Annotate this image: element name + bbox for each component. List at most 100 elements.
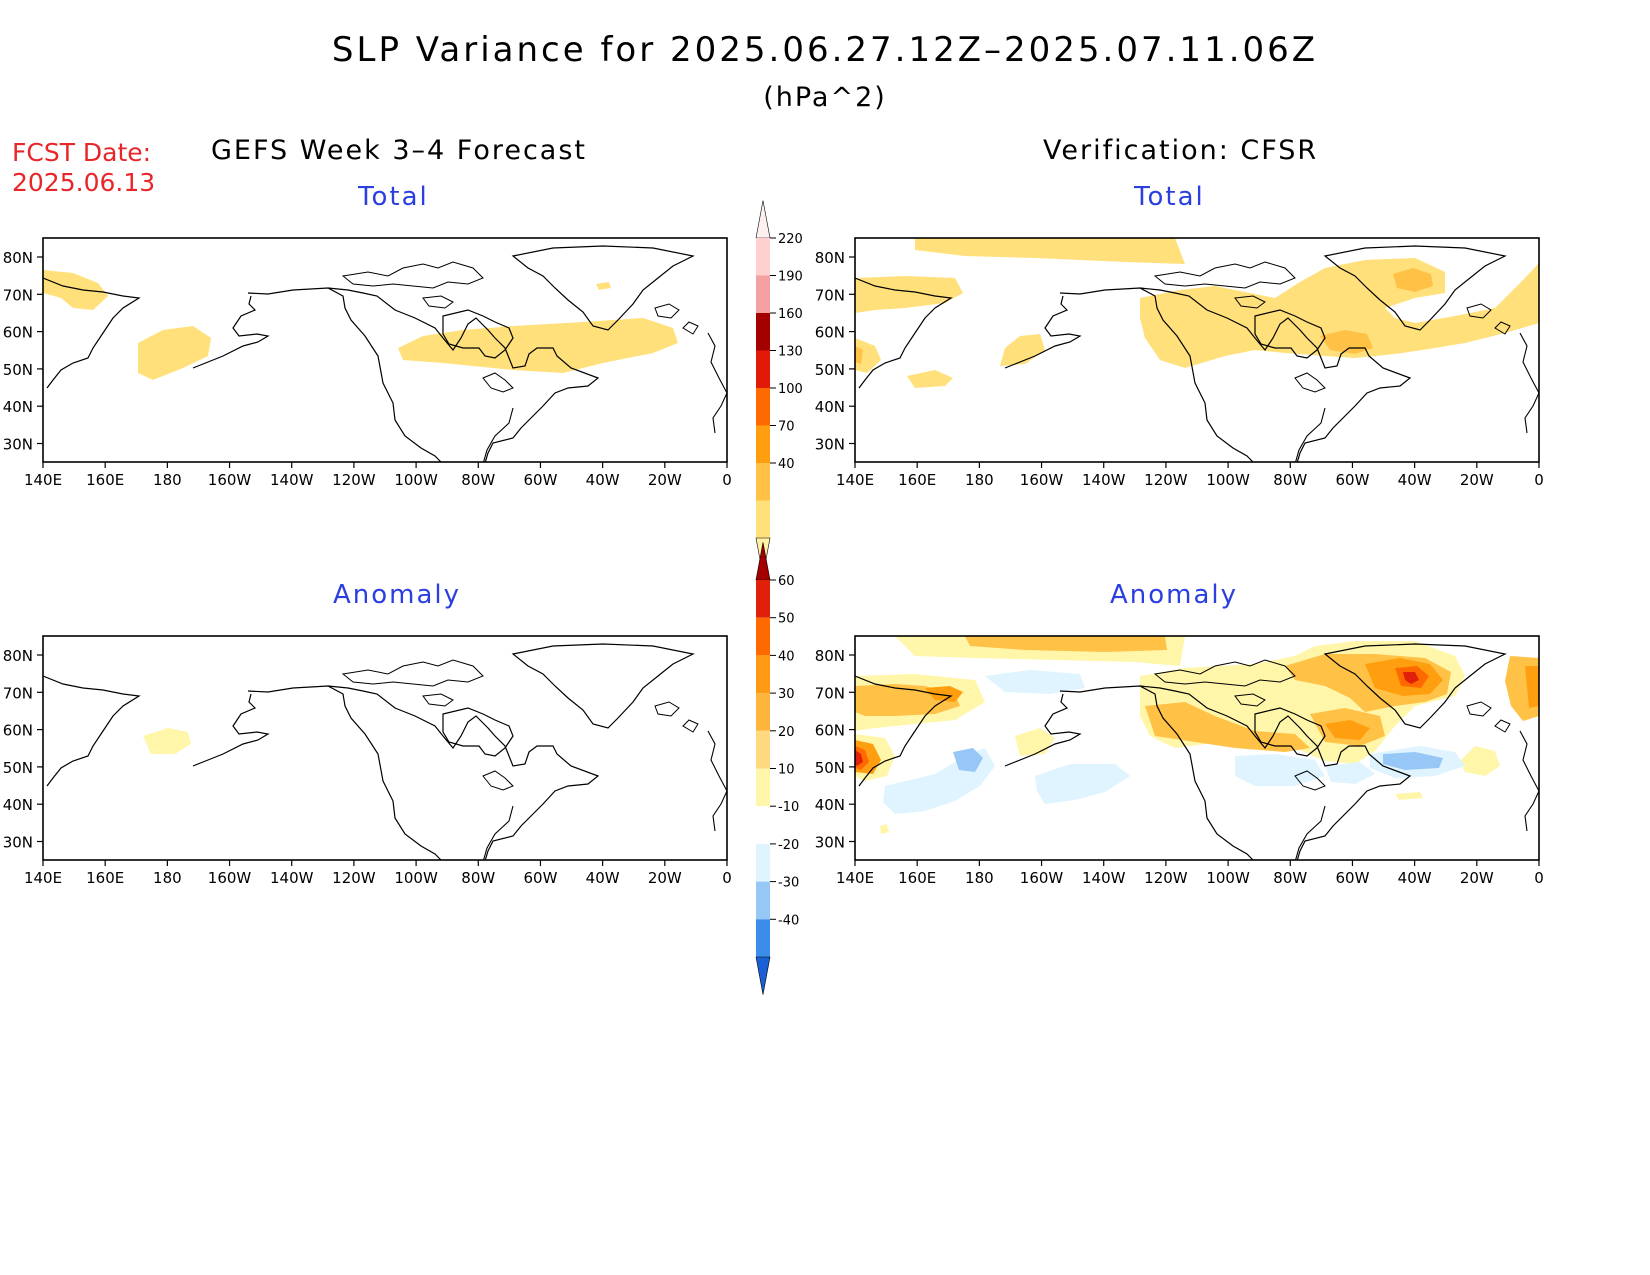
lon-tick-label: 180	[965, 471, 994, 489]
lat-tick-label: 50N	[3, 759, 33, 777]
shaded-region	[1395, 792, 1423, 800]
panel-title-top-right: Total	[1134, 182, 1205, 212]
map-panel-top-right: 80N 70N 60N 50N 40N 30N 140E 160E 180 160W 140W 120…	[815, 237, 1544, 489]
colorbar-label: -20	[778, 838, 799, 853]
lon-tick-label: 140W	[1082, 471, 1126, 489]
right-column-title: Verification: CFSR	[1043, 135, 1319, 166]
lon-tick-label: 140E	[836, 869, 874, 887]
shaded-region	[1393, 268, 1433, 292]
colorbar-segment	[756, 730, 770, 769]
lon-tick-label: 20W	[648, 471, 682, 489]
lon-tick-label: 60W	[523, 471, 557, 489]
shaded-region	[953, 748, 983, 772]
lon-tick-label: 100W	[1206, 471, 1250, 489]
lat-tick-label: 30N	[3, 436, 33, 454]
lat-tick-label: 30N	[3, 834, 33, 852]
lon-tick-label: 0	[722, 471, 732, 489]
panel-title-top-left: Total	[358, 182, 429, 212]
lon-tick-label: 140W	[270, 471, 314, 489]
colorbar-label: -10	[778, 800, 799, 815]
panel-title-bottom-right: Anomaly	[1110, 580, 1239, 610]
colorbar-label: -30	[778, 876, 799, 891]
panel-frame	[42, 237, 728, 463]
lat-tick-label: 60N	[815, 722, 845, 740]
colorbar-label: 100	[778, 382, 803, 397]
colorbar-label: 10	[778, 763, 795, 778]
shaded-region	[398, 318, 678, 373]
shaded-region	[855, 276, 963, 313]
lon-tick-label: 0	[1534, 869, 1544, 887]
fcst-date-block: FCST Date: 2025.06.13	[12, 138, 155, 198]
lon-tick-label: 120W	[332, 869, 376, 887]
colorbar-label: 130	[778, 345, 803, 360]
colorbar-label: 190	[778, 270, 803, 285]
colorbar-segment	[756, 655, 770, 694]
lon-tick-label: 160W	[1020, 471, 1064, 489]
colorbar-label: 70	[778, 420, 795, 435]
lon-tick-label: 20W	[1460, 471, 1494, 489]
shaded-region	[1000, 334, 1045, 366]
lon-tick-label: 160E	[898, 471, 936, 489]
lon-tick-label: 160W	[208, 869, 252, 887]
lat-tick-label: 60N	[3, 324, 33, 342]
lon-tick-label: 120W	[332, 471, 376, 489]
colorbar-label: 40	[778, 457, 795, 472]
shaded-region	[1140, 258, 1539, 368]
colorbar-segment	[756, 580, 770, 618]
shaded-region	[1325, 762, 1375, 784]
lon-tick-label: 100W	[394, 471, 438, 489]
lon-tick-label: 100W	[1206, 869, 1250, 887]
shaded-region	[596, 282, 611, 290]
colorbar-top-arrow	[755, 200, 771, 239]
lat-tick-label: 70N	[815, 684, 845, 702]
lon-tick-label: 40W	[1398, 471, 1432, 489]
lon-tick-label: 60W	[1335, 869, 1369, 887]
colorbar-segment	[756, 275, 770, 313]
anomaly-colorbar: 60 50 40 30 20 10 -10 -20 -30 -40	[755, 542, 799, 995]
lat-tick-label: 70N	[3, 286, 33, 304]
colorbar-segment	[756, 806, 770, 844]
colorbar-segment	[756, 463, 770, 501]
shaded-region	[1325, 720, 1370, 740]
lon-tick-label: 180	[153, 869, 182, 887]
lon-tick-label: 40W	[586, 869, 620, 887]
colorbar-segment	[756, 843, 770, 882]
colorbar-segment	[756, 350, 770, 388]
shaded-region	[880, 824, 889, 834]
left-column-title: GEFS Week 3–4 Forecast	[211, 135, 588, 166]
lat-tick-label: 70N	[3, 684, 33, 702]
lon-tick-label: 40W	[586, 471, 620, 489]
lon-tick-label: 0	[1534, 471, 1544, 489]
lat-tick-label: 60N	[3, 722, 33, 740]
shaded-region	[925, 686, 963, 702]
shaded-region	[855, 750, 863, 766]
colorbar-segment	[756, 388, 770, 426]
lon-tick-label: 140E	[24, 869, 62, 887]
lon-tick-label: 160E	[86, 869, 124, 887]
lat-tick-label: 80N	[815, 249, 845, 267]
shaded-region	[1035, 764, 1130, 804]
lon-tick-label: 140W	[1082, 869, 1126, 887]
lat-tick-label: 40N	[815, 796, 845, 814]
coastline	[43, 643, 727, 860]
colorbar-label: 40	[778, 649, 795, 664]
lon-tick-label: 160W	[1020, 869, 1064, 887]
shaded-region	[855, 346, 863, 364]
colorbar-segment	[756, 500, 770, 538]
lat-tick-label: 40N	[3, 398, 33, 416]
lat-tick-label: 40N	[3, 796, 33, 814]
lon-tick-label: 20W	[648, 869, 682, 887]
colorbar-label: -40	[778, 913, 799, 928]
shaded-region	[138, 326, 211, 380]
map-panel-top-left: 80N 70N 60N 50N 40N 30N 140E 160E 180 160W 140W 120…	[3, 237, 732, 489]
colorbar-segment	[756, 919, 770, 957]
shaded-region	[915, 238, 1185, 264]
lat-tick-label: 30N	[815, 834, 845, 852]
fcst-date-label: FCST Date:	[12, 138, 152, 167]
shaded-region	[1383, 752, 1443, 770]
lon-tick-label: 140W	[270, 869, 314, 887]
lat-tick-label: 50N	[815, 759, 845, 777]
colorbar-segment	[756, 425, 770, 463]
lon-tick-label: 120W	[1144, 471, 1188, 489]
